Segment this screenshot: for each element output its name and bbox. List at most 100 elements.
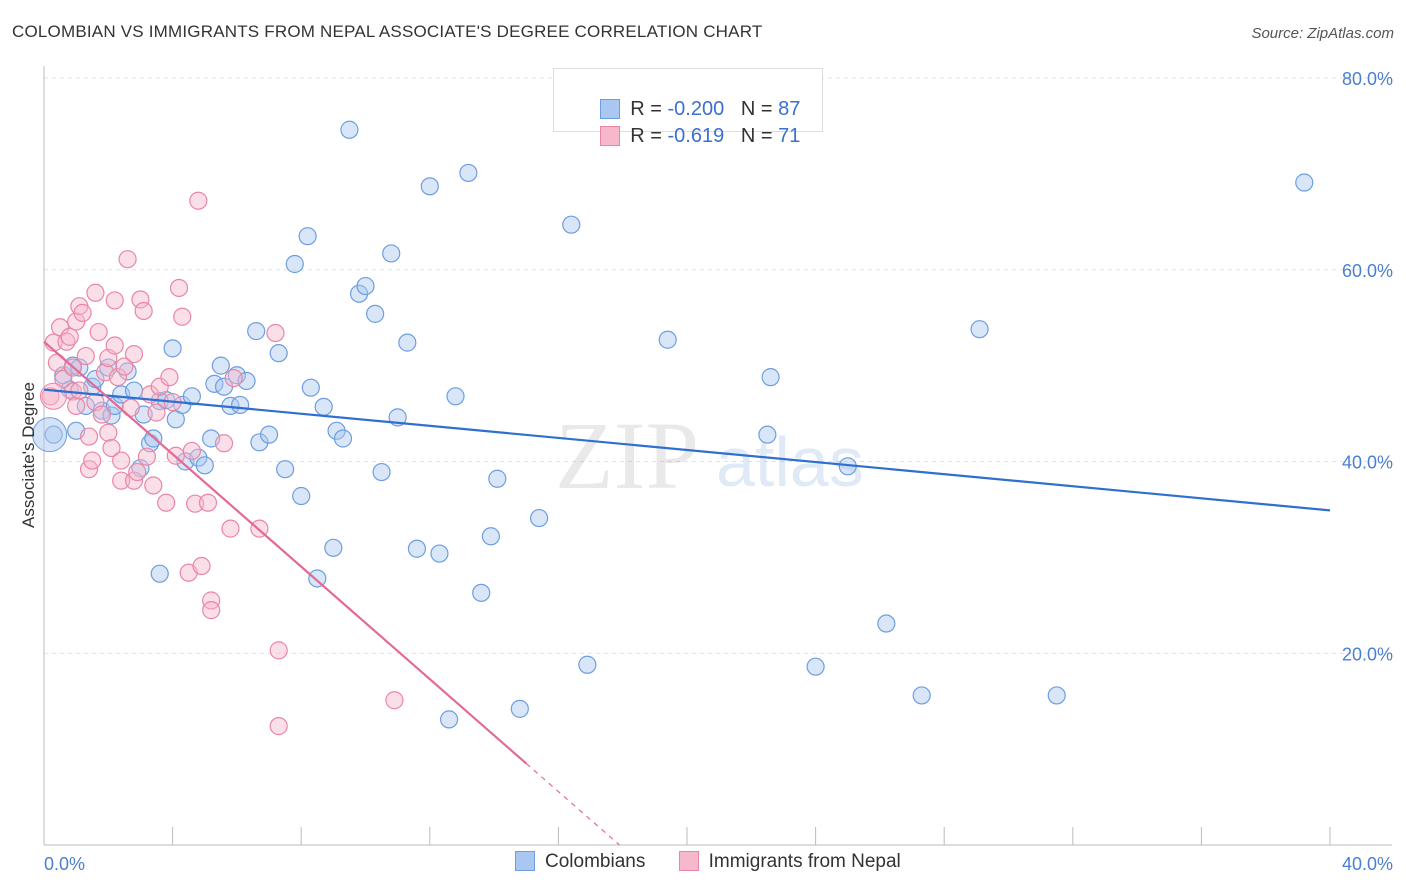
data-point: [247, 322, 266, 341]
data-point: [446, 387, 465, 406]
data-point: [182, 387, 201, 406]
data-point: [340, 120, 359, 139]
legend-row-colombians: R = -0.200 N = 87: [578, 75, 800, 120]
data-point: [472, 583, 491, 602]
data-point: [118, 362, 137, 381]
data-point: [481, 527, 500, 546]
data-point: [231, 395, 250, 415]
data-point: [530, 508, 549, 528]
series-legend: Colombians Immigrants from Nepal: [515, 851, 929, 873]
data-point: [1295, 173, 1314, 192]
trend-line-extension: [525, 763, 620, 846]
chart-title: COLOMBIAN VS IMMIGRANTS FROM NEPAL ASSOC…: [12, 22, 763, 41]
data-point: [224, 368, 243, 388]
data-point: [128, 462, 147, 482]
data-point: [301, 378, 320, 397]
legend-swatch-nepal: [600, 126, 621, 146]
data-point: [92, 405, 111, 424]
y-tick-label: 60.0%: [1342, 261, 1393, 281]
trend-line-0: [43, 388, 1331, 512]
data-point: [269, 641, 288, 660]
data-point: [250, 433, 269, 452]
data-point: [134, 301, 153, 321]
data-point: [99, 423, 118, 442]
data-point: [488, 469, 507, 488]
data-point-large: [32, 417, 68, 453]
data-point: [806, 657, 825, 676]
data-point: [761, 368, 780, 387]
trend-line-1: [43, 340, 527, 765]
grid-lines: [44, 77, 1392, 654]
source-label: Source: ZipAtlas.com: [1251, 25, 1394, 42]
data-point: [385, 691, 404, 710]
data-point: [259, 425, 279, 444]
data-point: [150, 564, 169, 583]
data-point: [112, 451, 131, 470]
data-point: [186, 494, 205, 513]
data-point: [202, 601, 221, 620]
legend-item-colombians[interactable]: Colombians: [515, 851, 645, 873]
data-point: [169, 278, 189, 298]
y-axis-label: Associate's Degree: [19, 382, 38, 528]
data-point: [276, 460, 295, 479]
data-point: [439, 710, 459, 729]
data-point: [105, 396, 124, 415]
data-point: [430, 544, 449, 563]
trend-lines: [43, 340, 1331, 846]
data-point: [1047, 686, 1066, 705]
data-point: [137, 447, 156, 466]
data-point: [372, 462, 391, 482]
series-0: [44, 120, 1314, 729]
data-point: [76, 346, 95, 366]
data-point: [157, 493, 176, 512]
data-point: [118, 250, 137, 269]
data-point: [144, 476, 163, 495]
data-point: [124, 345, 144, 364]
data-point: [108, 368, 128, 387]
legend-swatch-colombians: [600, 99, 621, 119]
data-point: [202, 591, 221, 610]
data-point: [366, 304, 385, 323]
x-tick-label: 40.0%: [1342, 854, 1393, 874]
axes: [43, 66, 1392, 846]
watermark: ZIP atlas: [555, 402, 864, 509]
data-point: [266, 323, 285, 343]
data-point: [182, 441, 201, 461]
watermark-zip: ZIP: [555, 402, 699, 509]
data-point: [189, 191, 208, 210]
tick-labels: 20.0% 40.0% 60.0% 80.0% 0.0% 40.0%: [44, 69, 1393, 874]
data-point: [70, 381, 89, 400]
data-points: [32, 120, 1314, 736]
data-point: [195, 456, 214, 475]
data-point: [102, 406, 121, 425]
x-tick-label: 0.0%: [44, 854, 85, 874]
data-point: [70, 358, 89, 377]
watermark-atlas: atlas: [716, 423, 864, 501]
data-point: [163, 339, 182, 358]
data-point: [970, 320, 989, 339]
data-point: [73, 303, 92, 322]
data-point: [578, 655, 597, 674]
data-point: [86, 283, 105, 302]
data-point: [269, 717, 288, 736]
data-point: [57, 332, 76, 351]
data-point: [333, 429, 353, 448]
data-point: [214, 434, 234, 453]
data-point: [877, 614, 896, 633]
legend-item-nepal[interactable]: Immigrants from Nepal: [678, 851, 901, 873]
data-point: [420, 177, 439, 196]
data-point: [758, 425, 777, 444]
data-point: [198, 493, 218, 512]
data-point: [105, 291, 124, 310]
data-point: [356, 276, 375, 296]
data-point: [112, 471, 131, 490]
data-point: [510, 699, 529, 718]
data-point: [227, 366, 246, 385]
data-point-large: [39, 382, 67, 410]
y-tick-label: 80.0%: [1342, 69, 1393, 89]
y-tick-label: 20.0%: [1342, 644, 1393, 664]
data-point: [562, 215, 581, 234]
data-point: [292, 486, 311, 506]
data-point: [285, 254, 304, 274]
data-point: [67, 396, 86, 415]
